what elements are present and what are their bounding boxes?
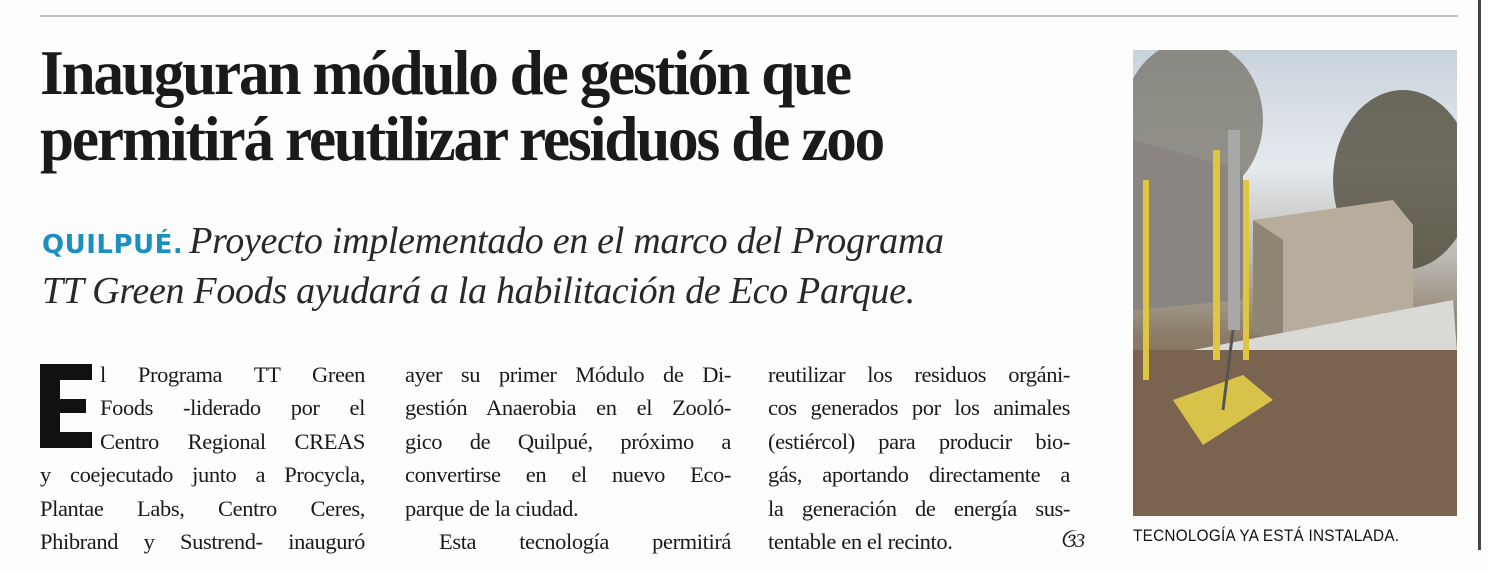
column-divider [1478, 0, 1481, 550]
deck-line: TT Green Foods ayudará a la habilitación… [42, 270, 915, 312]
dropcap-e [40, 364, 92, 448]
top-divider [40, 15, 1458, 17]
body-line: convertirse en el nuevo Eco- [405, 462, 731, 488]
end-mark: ઉ3 [1060, 530, 1086, 552]
body-line: Esta tecnología permitirá [439, 528, 731, 554]
body-line: reutilizar los residuos orgáni- [768, 362, 1070, 387]
deck-line: Proyecto implementado en el marco del Pr… [189, 220, 944, 262]
location-kicker: QUILPUÉ. [42, 230, 184, 260]
body-line: Centro Regional CREAS [100, 428, 365, 454]
body-column-2: ayer su primer Módulo de Di- gestión Ana… [405, 358, 731, 558]
body-column-1: l Programa TT Green Foods -liderado por … [40, 358, 365, 558]
headline-line: Inauguran módulo de gestión que [40, 38, 852, 108]
body-line: gico de Quilpué, próximo a [405, 428, 731, 454]
body-line: Phibrand y Sustrend- inauguró [40, 528, 365, 554]
headline: Inauguran módulo de gestión que permitir… [40, 40, 1068, 172]
headline-line: permitirá reutilizar residuos de zoo [40, 104, 885, 174]
photo-illustration [1133, 50, 1457, 516]
body-line: (estiércol) para producir bio- [768, 428, 1070, 454]
body-line: l Programa TT Green [100, 362, 365, 387]
body-line: cos generados por los animales [768, 395, 1070, 421]
body-line: y coejecutado junto a Procycla, [40, 462, 365, 488]
body-line: Foods -liderado por el [100, 395, 365, 421]
photo-caption: TECNOLOGÍA YA ESTÁ INSTALADA. [1133, 526, 1400, 545]
body-line: tentable en el recinto. [768, 528, 953, 554]
body-line: gás, aportando directamente a [768, 462, 1070, 488]
body-line: ayer su primer Módulo de Di- [405, 362, 731, 387]
body-line: gestión Anaerobia en el Zooló- [405, 395, 731, 421]
photo-biodigester [1133, 50, 1457, 516]
body-line: Plantae Labs, Centro Ceres, [40, 495, 365, 521]
body-line: la generación de energía sus- [768, 495, 1070, 521]
deck: QUILPUÉ. Proyecto implementado en el marc… [42, 218, 1112, 314]
body-column-3: reutilizar los residuos orgáni- cos gene… [768, 358, 1070, 558]
body-line: parque de la ciudad. [405, 495, 579, 521]
